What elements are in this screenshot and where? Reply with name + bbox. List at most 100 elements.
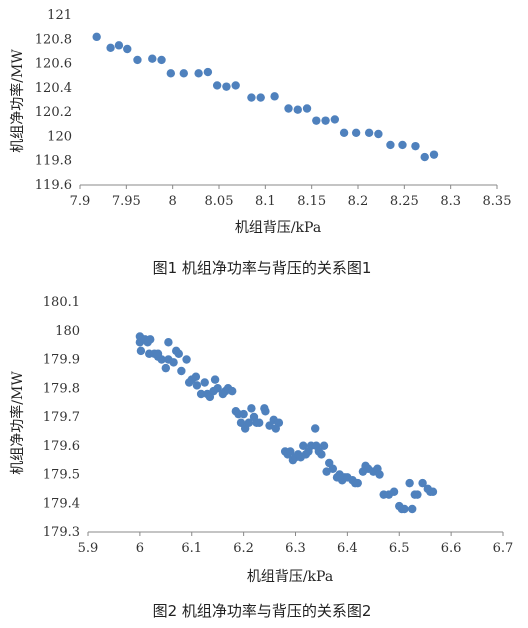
chart-2-x-tick-label: 6 <box>136 541 144 556</box>
chart-1-x-axis-label: 机组背压/kPa <box>235 220 321 236</box>
chart-2-y-tick-label: 179.7 <box>43 410 80 425</box>
chart-1-data-point <box>386 140 395 150</box>
chart-2-data-point <box>200 378 209 387</box>
chart-2-y-tick-label: 179.4 <box>43 496 80 511</box>
chart-1-y-tick-label: 120 <box>47 129 72 144</box>
chart-1-data-point <box>302 104 312 113</box>
chart-2-data-point <box>169 358 178 367</box>
chart-1-data-point <box>270 92 279 101</box>
chart-1-x-tick-label: 7.9 <box>70 194 91 209</box>
chart-1-data-point <box>123 44 132 54</box>
chart-2-x-axis-label: 机组背压/kPa <box>247 569 333 585</box>
chart-1-x-tick-label: 8.2 <box>348 194 369 209</box>
chart-2-data-point <box>254 418 264 427</box>
chart-2-data-point <box>228 386 237 396</box>
chart-2-data-point <box>210 375 220 384</box>
chart-1-caption: 图1 机组净功率与背压的关系图1 <box>153 259 372 277</box>
chart-1-data-point <box>330 115 340 124</box>
chart-1-data-point <box>106 43 115 52</box>
chart-1-data-point <box>398 140 407 150</box>
chart-2-data-point <box>428 487 438 496</box>
chart-2-data-point <box>164 338 173 347</box>
chart-2-data-point <box>413 490 422 499</box>
chart-2-data-point <box>418 478 427 488</box>
chart-1-data-point <box>179 69 188 78</box>
chart-2-y-tick-label: 179.3 <box>43 525 80 540</box>
chart-2-data-point <box>196 389 206 399</box>
chart-1-data-point <box>339 128 349 137</box>
chart-2-y-tick-label: 179.9 <box>43 353 80 368</box>
chart-1-x-tick-label: 8.25 <box>390 194 419 209</box>
chart-2-x-tick-label: 6.4 <box>337 541 358 556</box>
chart-2-data-point <box>182 355 191 364</box>
chart-2-x-tick-label: 5.9 <box>78 541 99 556</box>
chart-1-y-tick-label: 119.6 <box>35 178 72 193</box>
chart-2-data-point <box>177 366 186 376</box>
chart-1-data-point <box>364 128 374 137</box>
chart-1-net-power-vs-back-pressure: 机组背压/kPa 机组净功率/MW 图1 机组净功率与背压的关系图1 7.9 7.… <box>9 8 511 277</box>
chart-2-y-tick-label: 180 <box>55 324 80 339</box>
chart-1-data-point <box>429 150 439 159</box>
chart-2-data-point <box>261 407 270 416</box>
chart-1-y-tick-label: 120.8 <box>35 32 72 47</box>
chart-2-x-tick-label: 6.7 <box>493 541 514 556</box>
chart-1-data-point <box>114 41 124 50</box>
chart-1-y-tick-label: 119.8 <box>35 154 72 169</box>
chart-2-data-point <box>192 381 202 390</box>
chart-2-y-tick-label: 179.6 <box>43 439 80 454</box>
chart-2-data-point <box>389 487 399 496</box>
chart-2-x-tick-label: 6.1 <box>181 541 202 556</box>
chart-1-x-tick-label: 8.1 <box>255 194 276 209</box>
chart-2-data-point <box>244 418 254 427</box>
chart-2-x-tick-label: 6.5 <box>389 541 410 556</box>
chart-2-data-point <box>247 404 256 413</box>
chart-1-data-point <box>194 69 203 78</box>
chart-1-data-point <box>231 81 240 90</box>
chart-1-data-point <box>374 129 383 139</box>
chart-2-data-point <box>408 504 417 514</box>
chart-2-data-point <box>153 349 163 358</box>
chart-1-data-point <box>222 82 231 91</box>
chart-1-data-point <box>321 116 330 125</box>
chart-1-y-tick-label: 120.2 <box>35 105 72 120</box>
chart-2-data-point <box>161 363 171 373</box>
chart-1-x-tick-label: 8.05 <box>205 194 234 209</box>
chart-2-data-point <box>319 441 329 450</box>
chart-1-data-point <box>293 105 302 114</box>
chart-2-data-point <box>136 346 146 356</box>
chart-2-data-point <box>311 424 320 433</box>
chart-1-x-tick-label: 8.15 <box>297 194 326 209</box>
chart-1-data-point <box>247 93 256 102</box>
chart-2-data-point <box>353 478 362 488</box>
chart-2-data-point <box>405 478 414 488</box>
chart-2-data-point <box>213 384 222 393</box>
chart-2-data-point <box>174 349 183 358</box>
chart-2-data-point <box>317 450 326 459</box>
chart-2-x-tick-label: 6.3 <box>285 541 306 556</box>
chart-1-data-point <box>420 152 429 162</box>
chart-2-y-tick-label: 179.8 <box>43 381 80 396</box>
chart-1-x-tick-label: 7.95 <box>112 194 141 209</box>
chart-2-y-tick-label: 180.1 <box>43 295 80 310</box>
chart-1-data-point <box>166 69 176 78</box>
chart-2-y-axis-label: 机组净功率/MW <box>9 371 26 475</box>
chart-1-data-point <box>157 55 166 65</box>
chart-1-y-tick-label: 120.6 <box>35 57 72 72</box>
chart-2-caption: 图2 机组净功率与背压的关系图2 <box>153 602 372 620</box>
chart-2-data-point <box>191 372 201 381</box>
chart-2-y-tick-label: 179.5 <box>43 468 80 483</box>
chart-2-data-point <box>400 504 409 514</box>
chart-1-x-tick-label: 8 <box>169 194 177 209</box>
chart-1-data-point <box>92 32 101 42</box>
chart-2-data-point <box>146 335 155 344</box>
chart-2-data-point <box>299 441 308 450</box>
chart-2-data-point <box>239 409 248 419</box>
chart-2-data-point <box>274 418 284 427</box>
chart-1-data-point <box>256 93 265 102</box>
chart-1-data-point <box>133 55 142 65</box>
chart-2-data-point <box>286 447 295 456</box>
chart-1-data-point <box>351 128 361 137</box>
chart-1-y-axis-label: 机组净功率/MW <box>9 49 26 153</box>
chart-1-data-point <box>312 116 321 125</box>
